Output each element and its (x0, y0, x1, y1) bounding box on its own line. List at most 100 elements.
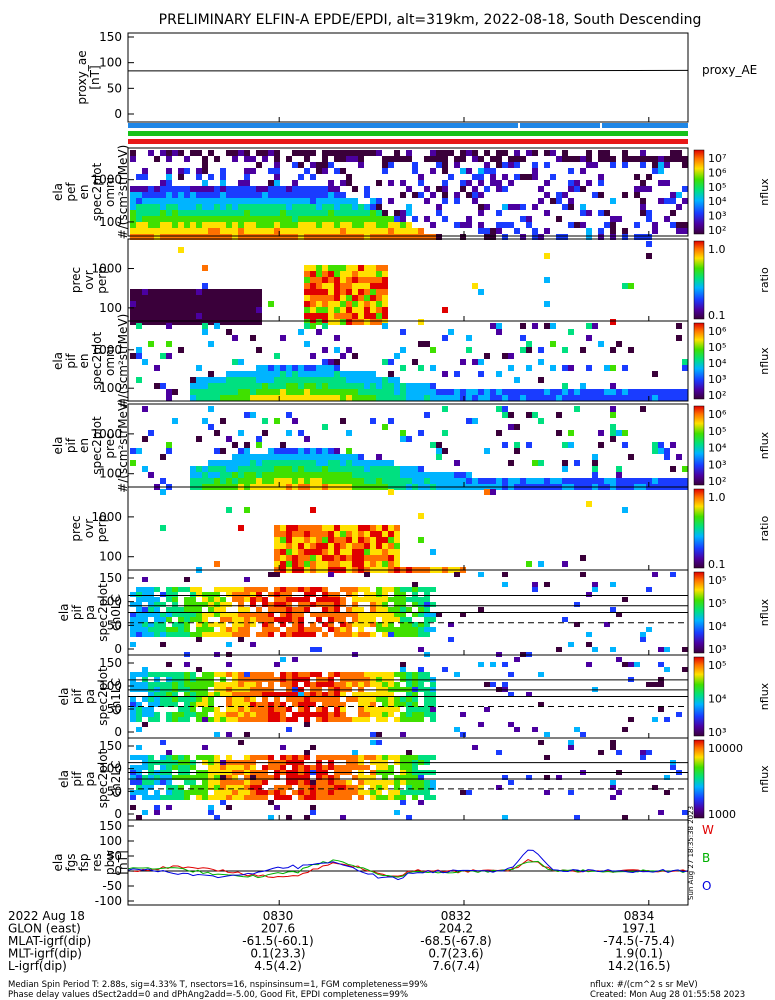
spectrogram-cell (316, 795, 322, 800)
spectrogram-cell (148, 313, 154, 319)
spectrogram-cell (232, 389, 238, 395)
spectrogram-cell (244, 622, 250, 627)
spectrogram-cell (328, 572, 334, 577)
spectrogram-cell (358, 543, 364, 549)
spectrogram-cell (460, 472, 466, 478)
spectrogram-cell (196, 702, 202, 707)
spectrogram-cell (334, 168, 340, 174)
spectrogram-cell (130, 313, 136, 319)
spectrogram-cell (358, 301, 364, 307)
spectrogram-cell (472, 745, 478, 750)
y-axis-label-line: pa (83, 772, 97, 787)
spectrogram-cell (142, 186, 148, 192)
spectrogram-cell (238, 765, 244, 770)
spectrogram-cell (136, 301, 142, 307)
spectrogram-cell (340, 204, 346, 210)
spectrogram-cell (430, 222, 436, 228)
spectrogram-cell (328, 785, 334, 790)
spectrogram-cell (364, 313, 370, 319)
spectrogram-cell (238, 222, 244, 228)
spectrogram-cell (316, 617, 322, 622)
spectrogram-cell (256, 162, 262, 168)
spectrogram-cell (322, 785, 328, 790)
spectrogram-cell (364, 389, 370, 395)
spectrogram-cell (598, 395, 604, 401)
spectrogram-cell (286, 555, 292, 561)
spectrogram-cell (370, 198, 376, 204)
spectrogram-cell (634, 222, 640, 228)
spectrogram-cell (202, 228, 208, 234)
spectrogram-cell (280, 549, 286, 555)
spectrogram-cell (244, 507, 250, 513)
spectrogram-cell (406, 210, 412, 216)
spectrogram-cell (232, 210, 238, 216)
spectrogram-cell (430, 389, 436, 395)
spectrogram-cell (376, 289, 382, 295)
spectrogram-cell (136, 198, 142, 204)
spectrogram-cell (226, 780, 232, 785)
spectrogram-cell (298, 632, 304, 637)
y-axis-label: elapifpaspec2plotch0LC (57, 583, 123, 642)
y-axis-label-line: ela (57, 687, 71, 705)
spectrogram-cell (328, 204, 334, 210)
spectrogram-cell (460, 732, 466, 737)
spectrogram-cell (502, 395, 508, 401)
spectrogram-cell (424, 790, 430, 795)
spectrogram-cell (322, 592, 328, 597)
spectrogram-cell (370, 543, 376, 549)
spectrogram-cell (346, 561, 352, 567)
spectrogram-cell (274, 478, 280, 484)
spectrogram-cell (568, 168, 574, 174)
spectrogram-cell (262, 222, 268, 228)
spectrogram-cell (562, 466, 568, 472)
spectrogram-cell (142, 722, 148, 727)
spectrogram-cell (388, 537, 394, 543)
spectrogram-cell (376, 612, 382, 617)
spectrogram-cell (238, 460, 244, 466)
footer-value: 0.1(23.3) (250, 947, 305, 961)
spectrogram-cell (376, 717, 382, 722)
spectrogram-cell (142, 697, 148, 702)
spectrogram-cell (196, 295, 202, 301)
spectrogram-cell (310, 478, 316, 484)
spectrogram-cell (328, 389, 334, 395)
y-tick-label: 1000 (91, 262, 122, 276)
spectrogram-cell (388, 712, 394, 717)
spectrogram-cell (610, 406, 616, 412)
colorbar-tick-label: 10⁵ (708, 574, 726, 587)
spectrogram-cell (472, 186, 478, 192)
spectrogram-cell (418, 785, 424, 790)
panel-ela_pif_en_prec: elapifenspec2plotprec#/(scm²strMeV)10001… (51, 398, 771, 493)
spectrogram-cell (280, 454, 286, 460)
spectrogram-cell (544, 395, 550, 401)
spectrogram-cell (286, 222, 292, 228)
spectrogram-cell (328, 222, 334, 228)
spectrogram-cell (172, 319, 178, 325)
spectrogram-cell (238, 707, 244, 712)
spectrogram-cell (208, 289, 214, 295)
spectrogram-cell (640, 234, 646, 240)
spectrogram-cell (526, 222, 532, 228)
spectrogram-cell (562, 395, 568, 401)
y-tick-label: 150 (99, 571, 122, 585)
spectrogram-cell (298, 377, 304, 383)
spectrogram-cell (250, 389, 256, 395)
colorbar-tick-label: 10000 (708, 742, 743, 755)
spectrogram-cell (400, 430, 406, 436)
spectrogram-cell (244, 712, 250, 717)
spectrogram-cell (274, 707, 280, 712)
spectrogram-cell (202, 780, 208, 785)
spectrogram-cell (238, 289, 244, 295)
spectrogram-cell (268, 800, 274, 805)
spectrogram-cell (598, 478, 604, 484)
y-axis-label-line: omni (103, 346, 117, 376)
spectrogram-cell (382, 156, 388, 162)
spectrogram-cell (526, 395, 532, 401)
spectrogram-cell (202, 216, 208, 222)
spectrogram-cell (202, 790, 208, 795)
spectrogram-cell (166, 805, 172, 810)
spectrogram-cell (364, 377, 370, 383)
spectrogram-cell (178, 790, 184, 795)
spectrogram-cell (322, 697, 328, 702)
spectrogram-cell (610, 395, 616, 401)
